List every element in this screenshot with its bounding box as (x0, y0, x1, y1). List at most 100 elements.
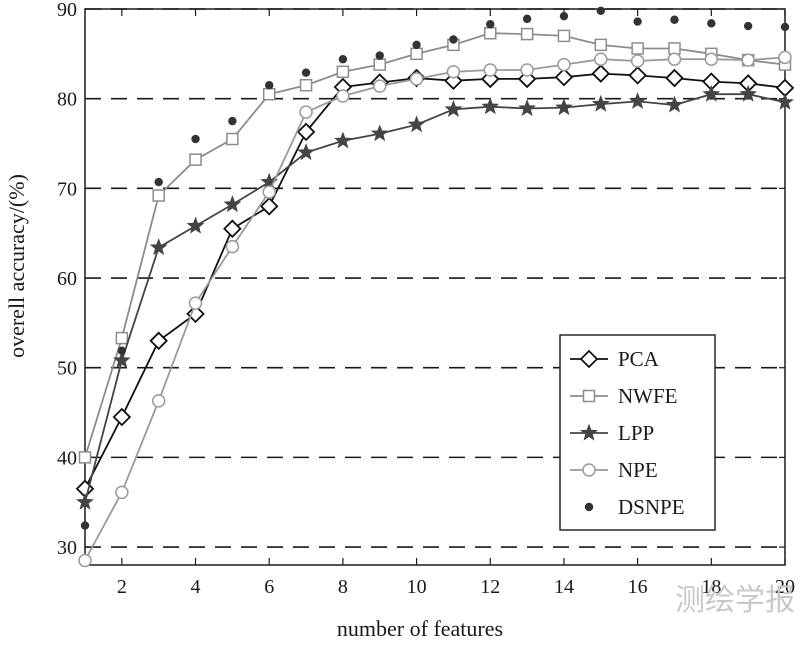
data-point-dsnpe-7 (301, 68, 311, 77)
data-point-npe-6 (262, 185, 276, 199)
data-point-lpp-20 (776, 92, 794, 110)
data-point-npe-3 (151, 394, 166, 408)
legend-label-nwfe: NWFE (618, 384, 678, 408)
series-line-lpp (84, 93, 786, 503)
data-point-pca-4 (186, 304, 205, 324)
x-tick-label-2: 2 (117, 576, 127, 598)
x-tick-label-10: 10 (407, 576, 427, 598)
data-point-npe-9 (372, 79, 387, 93)
data-point-lpp-15 (591, 94, 610, 112)
x-tick-label-12: 12 (480, 576, 500, 598)
data-point-pca-3 (149, 331, 168, 351)
data-point-nwfe-2 (115, 331, 129, 345)
data-point-npe-20 (778, 50, 792, 65)
data-point-lpp-10 (407, 115, 426, 133)
data-point-npe-18 (704, 52, 719, 66)
legend: PCA NWFE LPP NPE DSNPE (559, 334, 716, 531)
data-point-nwfe-5 (226, 132, 239, 146)
data-point-dsnpe-4 (191, 134, 200, 144)
data-point-dsnpe-10 (412, 40, 421, 50)
legend-label-dsnpe: DSNPE (618, 495, 685, 519)
y-tick-label-30: 30 (57, 537, 77, 559)
data-point-npe-16 (630, 54, 645, 68)
data-point-lpp-19 (739, 84, 758, 102)
data-point-pca-7 (296, 122, 316, 142)
legend-label-pca: PCA (618, 347, 660, 371)
legend-item-dsnpe: DSNPE (584, 495, 685, 519)
x-tick-label-8: 8 (338, 576, 348, 598)
data-point-nwfe-1 (78, 451, 92, 464)
data-point-npe-11 (446, 65, 461, 79)
data-point-pca-6 (259, 197, 279, 216)
x-axis-title: number of features (337, 616, 503, 641)
legend-label-lpp: LPP (618, 421, 654, 445)
data-point-lpp-17 (665, 95, 684, 113)
data-point-nwfe-9 (373, 58, 386, 71)
legend-marker-npe (582, 463, 596, 477)
data-point-npe-4 (188, 296, 203, 310)
y-tick-label-90: 90 (57, 0, 77, 21)
legend-item-lpp: LPP (570, 421, 654, 445)
x-tick-label-16: 16 (628, 576, 648, 598)
data-point-nwfe-10 (410, 47, 423, 61)
legend-item-nwfe: NWFE (570, 384, 678, 408)
data-point-dsnpe-8 (338, 55, 348, 64)
data-point-lpp-11 (444, 100, 463, 117)
data-point-npe-17 (667, 52, 682, 66)
data-point-lpp-8 (333, 131, 352, 149)
y-tick-label-50: 50 (57, 358, 77, 380)
data-point-pca-16 (628, 66, 647, 85)
data-point-npe-14 (557, 57, 571, 72)
data-point-lpp-7 (297, 143, 315, 161)
axes: 30 40 50 60 70 80 90 2 4 6 8 10 12 14 16 18 20 (57, 0, 795, 598)
data-point-nwfe-7 (299, 78, 313, 92)
y-tick-label-80: 80 (57, 89, 77, 111)
data-point-npe-10 (409, 72, 424, 86)
data-point-nwfe-3 (152, 189, 165, 202)
data-point-npe-2 (115, 485, 129, 500)
watermark-text: 测绘学报 (675, 583, 795, 618)
legend-item-npe: NPE (570, 458, 658, 482)
data-point-pca-5 (223, 219, 242, 238)
x-tick-label-18: 18 (701, 576, 721, 598)
plot-frame (84, 8, 786, 566)
data-point-nwfe-17 (668, 42, 681, 55)
data-point-dsnpe-11 (449, 35, 458, 44)
data-point-pca-17 (665, 68, 684, 88)
y-tick-label-40: 40 (57, 447, 77, 469)
data-point-nwfe-16 (631, 42, 644, 55)
data-point-dsnpe-19 (743, 21, 753, 31)
x-tick-label-20: 20 (775, 576, 795, 598)
data-point-npe-8 (336, 89, 350, 103)
data-point-dsnpe-2 (117, 346, 127, 355)
y-tick-label-60: 60 (57, 268, 77, 290)
data-point-pca-2 (112, 407, 132, 427)
data-point-nwfe-12 (484, 26, 497, 40)
data-point-dsnpe-12 (486, 20, 495, 29)
data-point-npe-19 (741, 53, 755, 67)
data-point-pca-15 (591, 64, 611, 83)
legend-marker-dsnpe (584, 502, 594, 512)
data-point-dsnpe-20 (780, 22, 790, 32)
plot-series (75, 6, 795, 568)
data-point-dsnpe-16 (633, 17, 642, 26)
data-point-dsnpe-9 (375, 51, 384, 60)
series-lpp (76, 84, 794, 510)
data-point-nwfe-13 (520, 27, 534, 41)
data-point-dsnpe-18 (707, 19, 716, 28)
data-point-npe-13 (520, 63, 534, 77)
legend-marker-pca (579, 349, 599, 369)
data-point-npe-15 (594, 52, 608, 66)
data-point-dsnpe-5 (228, 116, 237, 126)
data-point-dsnpe-13 (522, 14, 532, 24)
data-point-nwfe-8 (336, 65, 350, 79)
legend-item-pca: PCA (570, 347, 660, 371)
x-tick-label-6: 6 (264, 576, 274, 598)
data-point-nwfe-15 (594, 38, 608, 52)
data-point-lpp-12 (481, 97, 500, 115)
data-point-lpp-18 (702, 84, 721, 102)
series-npe (78, 50, 792, 568)
x-tick-label-14: 14 (554, 576, 574, 598)
data-point-lpp-1 (76, 492, 94, 510)
data-point-lpp-9 (370, 124, 389, 142)
